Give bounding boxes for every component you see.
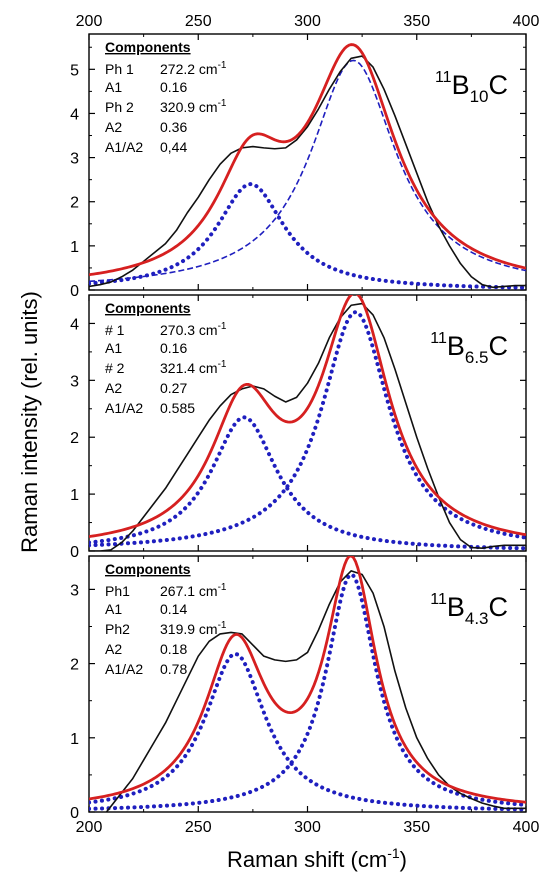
component-peak-2 (89, 59, 526, 283)
y-tick-label: 0 (70, 544, 79, 561)
curves (89, 43, 526, 290)
y-tick-label: 3 (70, 151, 79, 168)
component-value: 0.585 (160, 400, 195, 416)
component-label: A1 (105, 79, 122, 95)
x-tick-label: 350 (403, 819, 430, 836)
fit-envelope (89, 43, 526, 277)
sample-label: 11B10C (435, 69, 508, 106)
component-label: A1/A2 (105, 400, 143, 416)
component-value: 270.3 cm-1 (160, 321, 227, 338)
component-label: Ph1 (105, 583, 130, 599)
component-label: A1/A2 (105, 139, 143, 155)
x-tick-label-top: 300 (294, 13, 321, 30)
component-peak-1 (89, 182, 526, 290)
component-label: A1 (105, 340, 122, 356)
fit-envelope (89, 556, 526, 804)
x-tick-label-top: 250 (185, 13, 212, 30)
fit-envelope (89, 295, 526, 538)
x-tick-label: 200 (76, 819, 103, 836)
y-tick-label: 0 (70, 805, 79, 822)
component-value: 267.1 cm-1 (160, 582, 227, 599)
component-label: # 1 (105, 322, 125, 338)
component-label: A2 (105, 641, 122, 657)
component-peak-2 (89, 309, 526, 548)
component-peak-1 (89, 415, 526, 551)
x-tick-label: 250 (185, 819, 212, 836)
component-value: 0.78 (160, 661, 187, 677)
sample-label: 11B4.3C (430, 591, 508, 628)
x-tick-label-top: 400 (513, 13, 540, 30)
components-title: Components (105, 300, 191, 316)
y-axis-label: Raman intensity (rel. units) (17, 291, 42, 553)
y-tick-label: 2 (70, 657, 79, 674)
component-label: A2 (105, 119, 122, 135)
component-value: 0.16 (160, 79, 187, 95)
y-tick-label: 4 (70, 316, 79, 333)
x-tick-label: 300 (294, 819, 321, 836)
experimental-spectrum (89, 302, 526, 551)
component-value: 0.14 (160, 601, 187, 617)
component-value: 0,44 (160, 139, 187, 155)
component-value: 0.16 (160, 340, 187, 356)
component-label: A1/A2 (105, 661, 143, 677)
sample-label: 11B6.5C (430, 330, 508, 367)
x-tick-label-top: 200 (76, 13, 103, 30)
y-tick-label: 5 (70, 62, 79, 79)
curves (89, 295, 526, 551)
component-label: Ph 2 (105, 99, 134, 115)
y-tick-label: 0 (70, 283, 79, 300)
component-value: 272.2 cm-1 (160, 60, 227, 77)
component-label: A1 (105, 601, 122, 617)
y-tick-label: 4 (70, 106, 79, 123)
component-value: 0.18 (160, 641, 187, 657)
y-tick-label: 1 (70, 239, 79, 256)
y-tick-label: 3 (70, 373, 79, 390)
y-tick-label: 1 (70, 731, 79, 748)
component-label: A2 (105, 380, 122, 396)
panel-3: 200 250 300 350 400 0 1 2 3 Components Ph1 267.1 cm… (70, 555, 540, 836)
x-axis-label: Raman shift (cm-1) (227, 845, 407, 872)
experimental-spectrum (105, 570, 526, 812)
x-tick-label: 400 (513, 819, 540, 836)
x-tick-label-top: 350 (403, 13, 430, 30)
y-tick-label: 2 (70, 430, 79, 447)
components-title: Components (105, 561, 191, 577)
component-value: 319.9 cm-1 (160, 620, 227, 637)
component-label: Ph2 (105, 621, 130, 637)
y-tick-label: 1 (70, 487, 79, 504)
component-peak-2 (89, 572, 526, 811)
component-value: 321.4 cm-1 (160, 359, 227, 376)
component-value: 0.27 (160, 380, 187, 396)
curves (89, 556, 526, 812)
components-title: Components (105, 39, 191, 55)
component-value: 320.9 cm-1 (160, 98, 227, 115)
panel-1: 200 250 300 350 400 0 1 2 3 4 5 Components Ph 1 272.2… (70, 13, 539, 300)
component-peak-1 (89, 651, 526, 812)
component-value: 0.36 (160, 119, 187, 135)
experimental-spectrum (89, 55, 526, 289)
y-tick-label: 2 (70, 195, 79, 212)
panel-2: 0 1 2 3 4 Components # 1 270.3 cm-1 A1 0.16 # 2 321… (70, 294, 527, 561)
component-label: # 2 (105, 360, 125, 376)
component-label: Ph 1 (105, 61, 134, 77)
y-tick-label: 3 (70, 582, 79, 599)
